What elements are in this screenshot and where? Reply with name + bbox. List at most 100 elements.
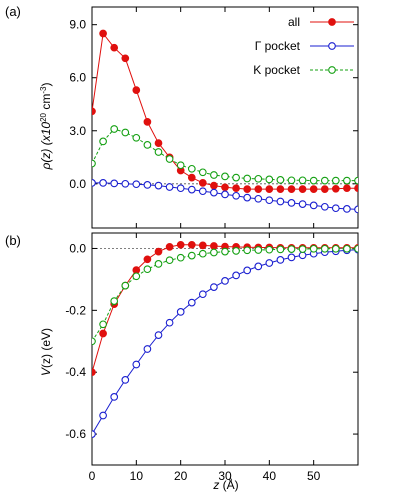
y-label-close: ) <box>39 83 53 87</box>
data-point <box>121 128 130 137</box>
y-label-main: ρ(z) (x10 <box>39 122 53 171</box>
data-point <box>132 266 141 274</box>
data-point <box>92 368 96 377</box>
data-point <box>110 297 119 305</box>
data-point <box>132 133 141 142</box>
data-point <box>110 179 119 188</box>
data-point <box>198 179 207 187</box>
y-label-italic: V <box>39 367 53 376</box>
data-point <box>309 201 318 210</box>
data-point <box>320 176 329 185</box>
data-point <box>331 204 340 213</box>
data-point <box>243 185 252 193</box>
svg-text:z (Å): z (Å) <box>212 477 238 492</box>
data-point <box>176 184 185 193</box>
data-point <box>331 176 340 185</box>
data-point <box>254 185 263 193</box>
data-point <box>243 174 252 183</box>
data-point <box>176 308 185 316</box>
x-tick-label: 0 <box>89 469 96 483</box>
data-point <box>276 176 285 184</box>
data-point <box>320 202 329 211</box>
data-point <box>99 320 107 329</box>
data-point <box>309 244 318 253</box>
x-tick-label: 50 <box>307 469 321 483</box>
data-point <box>210 248 218 257</box>
data-point <box>99 179 107 187</box>
data-point <box>354 205 358 214</box>
data-point <box>354 244 358 253</box>
data-point <box>287 176 296 185</box>
data-point <box>309 185 318 193</box>
data-point <box>154 181 163 190</box>
data-point <box>154 247 163 256</box>
data-point <box>165 318 174 327</box>
data-point <box>309 176 318 185</box>
data-point <box>287 185 296 193</box>
data-point <box>99 411 107 420</box>
data-point <box>232 247 240 255</box>
data-point <box>354 184 358 193</box>
data-point <box>154 331 163 339</box>
data-point <box>254 174 263 183</box>
x-tick-label: 20 <box>174 469 188 483</box>
data-point <box>187 251 196 260</box>
data-point <box>298 245 307 253</box>
legend-marker <box>328 18 336 26</box>
data-point <box>110 43 119 52</box>
data-point <box>265 196 274 205</box>
data-point <box>210 188 218 197</box>
data-point <box>243 246 252 255</box>
data-point <box>221 172 229 181</box>
data-point <box>287 245 296 253</box>
data-point <box>121 376 130 384</box>
panel-a: (a) ρ(z) (x1020 cm-3) 0.0 3.0 6.0 9.0 all Γ … <box>5 4 359 229</box>
data-point <box>92 430 96 438</box>
panel-a-plot-area: 0.0 3.0 6.0 9.0 <box>69 6 359 229</box>
data-point <box>243 266 252 275</box>
data-point <box>221 247 229 256</box>
data-point <box>298 185 307 193</box>
y-tick-label: 6.0 <box>69 71 86 85</box>
data-point <box>210 242 218 250</box>
data-point <box>221 183 229 192</box>
data-point <box>154 139 163 147</box>
x-tick-label: 30 <box>218 469 232 483</box>
y-tick-label: -0.4 <box>65 365 86 379</box>
y-label-unit: cm <box>39 94 53 113</box>
data-point <box>99 137 107 146</box>
data-point <box>187 298 196 307</box>
data-point <box>276 256 285 264</box>
data-point <box>176 161 185 170</box>
data-point <box>232 191 240 200</box>
data-point <box>187 164 196 173</box>
data-point <box>92 179 96 187</box>
legend-label: Γ pocket <box>255 39 301 53</box>
x-tick-label: 10 <box>130 469 144 483</box>
data-point <box>287 253 296 262</box>
y-tick-label: -0.6 <box>65 427 86 441</box>
y-label-unit-exponent: -3 <box>39 86 48 94</box>
panel-b-label: (b) <box>5 233 21 248</box>
data-point <box>210 181 218 190</box>
legend-label: K pocket <box>253 63 300 77</box>
data-point <box>187 240 196 249</box>
data-point <box>92 107 96 116</box>
data-point <box>298 200 307 208</box>
data-point <box>265 175 274 184</box>
data-point <box>132 272 141 281</box>
series-group <box>92 240 358 438</box>
data-point <box>254 194 263 203</box>
series-group <box>92 29 358 214</box>
data-point <box>143 345 152 353</box>
data-point <box>154 148 163 156</box>
data-point <box>110 125 119 133</box>
x-tick-label: 40 <box>263 469 277 483</box>
data-point <box>254 262 263 271</box>
data-point <box>121 179 130 188</box>
data-point <box>276 185 285 193</box>
data-point <box>143 118 152 126</box>
data-point <box>221 277 229 285</box>
data-point <box>343 184 351 193</box>
